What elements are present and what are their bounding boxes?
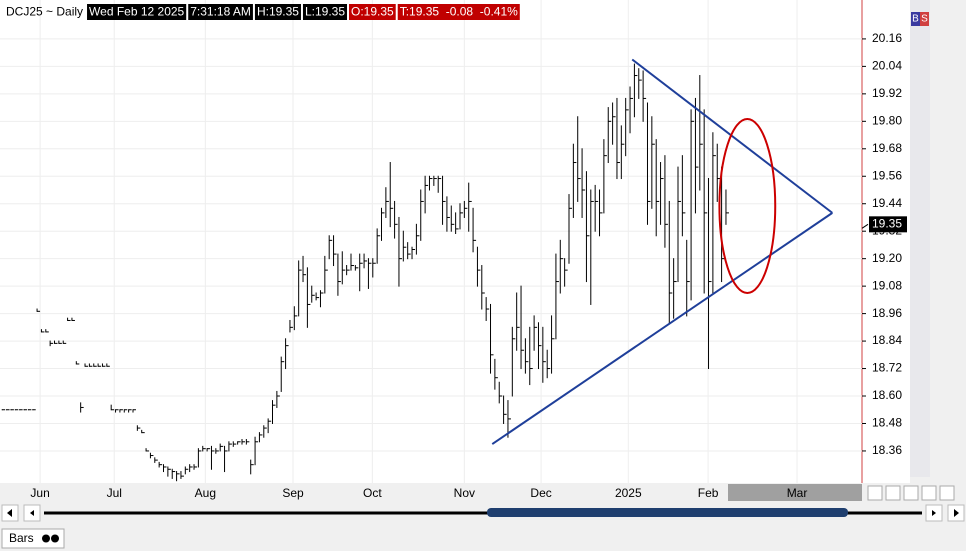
y-tick-label: 20.16 xyxy=(872,31,902,45)
change-box xyxy=(397,4,520,20)
arrow-icon xyxy=(30,510,34,516)
time-axis xyxy=(0,483,966,503)
trendline xyxy=(491,212,833,445)
change-label: T:19.35 -0.08 -0.41% xyxy=(400,5,518,19)
x-tick-label: Dec xyxy=(530,486,551,500)
x-tick-label: Mar xyxy=(787,486,808,500)
y-tick-label: 19.92 xyxy=(872,86,902,100)
y-tick-label: 20.04 xyxy=(872,59,902,73)
y-tick-label: 19.20 xyxy=(872,251,902,265)
scroll-thumb[interactable] xyxy=(487,508,848,517)
high-label: H:19.35 xyxy=(257,5,299,19)
low-box xyxy=(302,4,348,20)
last-price-box xyxy=(869,216,907,233)
header: DCJ25 ~ Daily Wed Feb 12 2025 7:31:18 AM H:… xyxy=(6,4,520,20)
y-tick-label: 19.44 xyxy=(872,196,902,210)
trendline xyxy=(631,58,833,214)
sell-button[interactable] xyxy=(920,12,929,26)
x-tick-label: Sep xyxy=(282,486,304,500)
x-tick-label: Nov xyxy=(454,486,475,500)
x-tick-label: Oct xyxy=(363,486,382,500)
high-box xyxy=(254,4,301,20)
tool-button[interactable] xyxy=(939,485,955,501)
plot-area xyxy=(0,0,862,483)
tool-button[interactable] xyxy=(903,485,919,501)
y-tick-label: 18.96 xyxy=(872,306,902,320)
tab-icon xyxy=(42,534,50,543)
symbol-label: DCJ25 ~ Daily xyxy=(6,5,83,19)
open-box xyxy=(349,4,396,20)
date-box xyxy=(87,4,187,20)
future-region xyxy=(728,484,862,501)
y-tick-label: 18.72 xyxy=(872,361,902,375)
price-axis xyxy=(862,0,910,483)
x-tick-label: Jun xyxy=(30,486,49,500)
y-tick-label: 18.36 xyxy=(872,443,902,457)
time-label: 7:31:18 AM xyxy=(190,5,251,19)
x-tick-label: Jul xyxy=(107,486,122,500)
highlight-ellipse xyxy=(718,118,777,295)
buy-button[interactable] xyxy=(911,12,920,26)
time-box xyxy=(188,4,253,20)
tool-button[interactable] xyxy=(885,485,901,501)
last-price-pointer xyxy=(861,223,869,229)
low-label: L:19.35 xyxy=(305,5,345,19)
side-strip xyxy=(910,0,930,477)
tool-button[interactable] xyxy=(921,485,937,501)
date-label: Wed Feb 12 2025 xyxy=(89,5,185,19)
y-tick-label: 18.60 xyxy=(872,388,902,402)
x-tick-label: 2025 xyxy=(615,486,642,500)
tab-icon xyxy=(51,534,59,543)
y-tick-label: 18.48 xyxy=(872,416,902,430)
y-tick-label: 19.56 xyxy=(872,168,902,182)
x-tick-label: Aug xyxy=(195,486,216,500)
last-price-label: 19.35 xyxy=(872,217,902,231)
y-tick-label: 19.08 xyxy=(872,278,902,292)
tool-button[interactable] xyxy=(867,485,883,501)
y-tick-label: 18.84 xyxy=(872,333,902,347)
x-tick-label: Feb xyxy=(698,486,719,500)
arrow-icon xyxy=(954,509,959,517)
view-tab[interactable] xyxy=(1,528,65,549)
status-bar xyxy=(0,527,966,551)
buy-label: B xyxy=(912,14,919,25)
view-label: Bars xyxy=(9,531,34,545)
arrow-icon xyxy=(932,510,936,516)
y-tick-label: 19.80 xyxy=(872,113,902,127)
axis-buttons xyxy=(867,485,955,501)
y-tick-label: 19.68 xyxy=(872,141,902,155)
arrow-icon xyxy=(7,509,12,517)
sell-label: S xyxy=(921,14,928,25)
plot: 18.36 18.48 18.60 18.72 18.84 18.96 19.08 19.20… xyxy=(0,0,907,500)
open-label: O:19.35 xyxy=(351,5,394,19)
